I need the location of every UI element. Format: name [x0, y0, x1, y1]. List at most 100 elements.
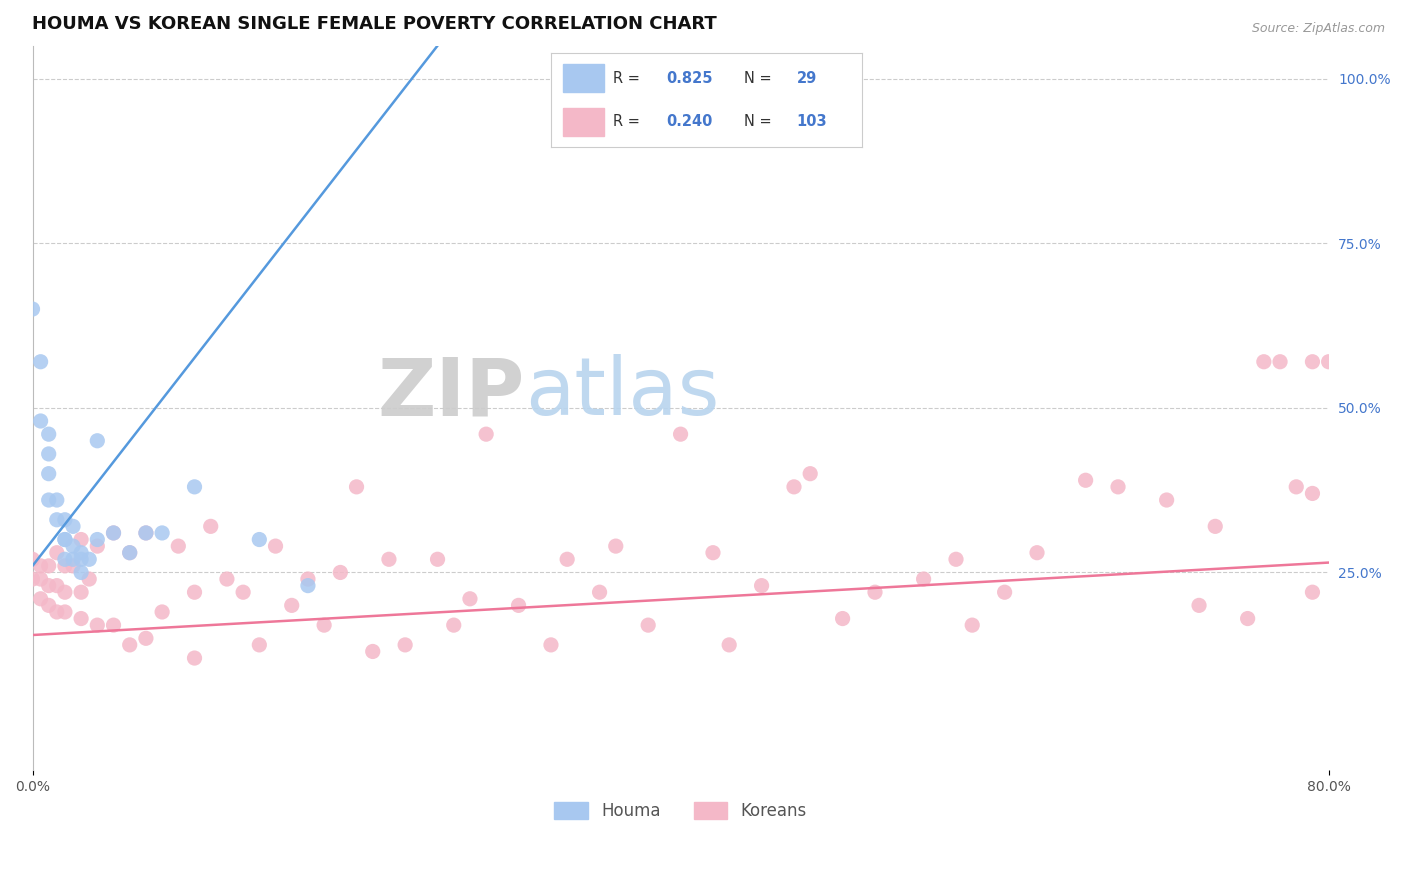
Point	[280, 599, 302, 613]
Point	[540, 638, 562, 652]
Point	[718, 638, 741, 652]
Point	[1156, 493, 1178, 508]
Point	[588, 585, 610, 599]
Point	[70, 585, 93, 599]
Point	[1317, 355, 1340, 369]
Point	[1204, 519, 1226, 533]
Point	[669, 427, 692, 442]
Point	[21, 572, 44, 586]
Point	[53, 605, 76, 619]
Point	[1268, 355, 1291, 369]
Point	[45, 493, 67, 508]
Point	[62, 539, 84, 553]
Point	[30, 355, 52, 369]
Point	[508, 599, 530, 613]
Point	[70, 546, 93, 560]
Point	[30, 591, 52, 606]
Point	[247, 533, 270, 547]
Point	[637, 618, 659, 632]
Point	[912, 572, 935, 586]
Point	[1107, 480, 1129, 494]
Point	[38, 558, 60, 573]
Point	[30, 558, 52, 573]
Point	[1188, 599, 1211, 613]
Point	[831, 611, 853, 625]
Point	[702, 546, 724, 560]
Text: ZIP: ZIP	[378, 354, 524, 433]
Point	[53, 533, 76, 547]
Point	[183, 585, 205, 599]
Legend: Houma, Koreans: Houma, Koreans	[548, 796, 814, 827]
Point	[86, 434, 108, 448]
Point	[605, 539, 627, 553]
Point	[103, 525, 125, 540]
Point	[135, 525, 157, 540]
Point	[150, 525, 173, 540]
Point	[863, 585, 886, 599]
Point	[30, 414, 52, 428]
Point	[70, 566, 93, 580]
Point	[200, 519, 222, 533]
Point	[45, 579, 67, 593]
Point	[183, 480, 205, 494]
Point	[329, 566, 352, 580]
Point	[426, 552, 449, 566]
Point	[443, 618, 465, 632]
Text: HOUMA VS KOREAN SINGLE FEMALE POVERTY CORRELATION CHART: HOUMA VS KOREAN SINGLE FEMALE POVERTY CO…	[32, 15, 717, 33]
Point	[1253, 355, 1275, 369]
Point	[103, 525, 125, 540]
Point	[1301, 355, 1323, 369]
Point	[1236, 611, 1258, 625]
Point	[38, 579, 60, 593]
Point	[1301, 486, 1323, 500]
Point	[555, 552, 578, 566]
Point	[21, 552, 44, 566]
Point	[361, 644, 384, 658]
Point	[70, 533, 93, 547]
Point	[38, 467, 60, 481]
Point	[150, 605, 173, 619]
Text: Source: ZipAtlas.com: Source: ZipAtlas.com	[1251, 22, 1385, 36]
Point	[53, 533, 76, 547]
Point	[38, 599, 60, 613]
Point	[183, 651, 205, 665]
Point	[53, 552, 76, 566]
Point	[118, 546, 141, 560]
Point	[783, 480, 806, 494]
Point	[30, 572, 52, 586]
Point	[378, 552, 401, 566]
Point	[1074, 473, 1097, 487]
Point	[264, 539, 287, 553]
Point	[38, 493, 60, 508]
Point	[62, 519, 84, 533]
Point	[45, 513, 67, 527]
Point	[38, 427, 60, 442]
Point	[70, 552, 93, 566]
Point	[297, 579, 319, 593]
Point	[799, 467, 821, 481]
Point	[38, 447, 60, 461]
Point	[215, 572, 238, 586]
Point	[394, 638, 416, 652]
Point	[1285, 480, 1308, 494]
Text: atlas: atlas	[524, 354, 720, 433]
Point	[53, 513, 76, 527]
Point	[475, 427, 498, 442]
Point	[53, 558, 76, 573]
Point	[45, 546, 67, 560]
Point	[346, 480, 368, 494]
Point	[118, 638, 141, 652]
Point	[86, 533, 108, 547]
Point	[945, 552, 967, 566]
Point	[751, 579, 773, 593]
Point	[70, 611, 93, 625]
Point	[1026, 546, 1049, 560]
Point	[1301, 585, 1323, 599]
Point	[62, 552, 84, 566]
Point	[86, 539, 108, 553]
Point	[247, 638, 270, 652]
Point	[77, 552, 100, 566]
Point	[314, 618, 336, 632]
Point	[297, 572, 319, 586]
Point	[45, 605, 67, 619]
